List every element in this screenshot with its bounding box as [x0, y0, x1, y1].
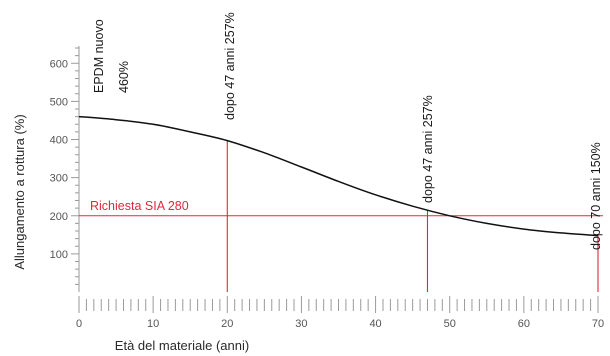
x-axis: 0 10 20 30 40 50 60 70: [76, 296, 604, 330]
x-tick-label: 60: [518, 318, 530, 330]
y-tick-label: 500: [50, 96, 68, 108]
annotation-label: 460%: [117, 61, 131, 93]
y-tick-label: 300: [50, 173, 68, 185]
y-axis: 100 200 300 400 500 600: [50, 46, 80, 292]
x-tick-label: 40: [369, 318, 381, 330]
x-tick-label: 20: [221, 318, 233, 330]
x-tick-label: 70: [592, 318, 604, 330]
annotation-label: EPDM nuovo: [92, 19, 106, 93]
x-tick-label: 10: [147, 318, 159, 330]
x-tick-label: 0: [76, 318, 82, 330]
plot-area: Richiesta SIA 280: [78, 115, 603, 292]
y-tick-label: 600: [50, 58, 68, 70]
annotation-label: dopo 70 anni 150%: [589, 142, 603, 250]
y-tick-label: 200: [50, 211, 68, 223]
annotation-label: dopo 47 anni 257%: [223, 12, 237, 120]
x-axis-title: Età del materiale (anni): [115, 338, 249, 353]
y-axis-title: Allungamento a rottura (%): [12, 114, 27, 269]
y-tick-label: 100: [50, 249, 68, 261]
annotation-label: dopo 47 anni 257%: [421, 95, 435, 203]
series-line: [78, 115, 599, 237]
x-tick-label: 50: [444, 318, 456, 330]
x-tick-label: 30: [295, 318, 307, 330]
reference-line-label: Richiesta SIA 280: [90, 199, 189, 213]
annotations: EPDM nuovo 460% dopo 47 anni 257% dopo 47 a…: [92, 12, 603, 250]
y-tick-label: 400: [50, 135, 68, 147]
